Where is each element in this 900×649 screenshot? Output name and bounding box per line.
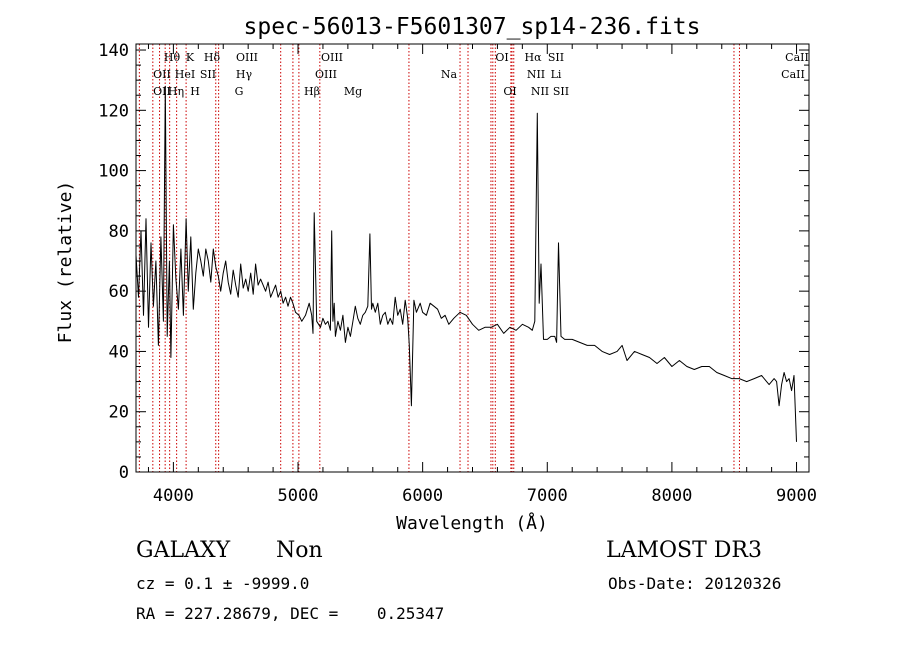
y-tick-label: 80 [109,222,129,242]
x-tick-label: 9000 [776,486,817,506]
line-markers [138,44,740,472]
line-id-label: Li [551,68,562,81]
x-tick-label: 6000 [402,486,443,506]
line-id-label: OII [153,68,171,81]
y-axis-label: Flux (relative) [55,181,76,344]
line-id-label: OIII [236,51,258,64]
x-tick-label: 5000 [278,486,319,506]
line-id-label: Hβ [304,85,320,98]
redshift-line: cz = 0.1 ± -9999.0 [136,574,310,593]
line-id-label: SII [553,85,569,98]
line-id-label: K [186,51,195,64]
line-id-label: OI [495,51,508,64]
x-axis-ticks: 4000 5000 6000 7000 8000 9000 [147,44,817,506]
line-id-label: H [190,85,200,98]
y-tick-label: 20 [109,403,129,423]
survey-name: LAMOST DR3 [606,538,762,563]
line-id-label: OIII [321,51,343,64]
x-tick-label: 7000 [527,486,568,506]
line-id-label: Mg [344,85,362,98]
y-tick-label: 60 [109,282,129,302]
line-id-label: Hθ [164,51,181,64]
spectrum-series [135,85,797,442]
line-id-labels: Hθ K Hδ OIII OIII OI Hα SII CaII OII HeI SII Hγ OIII N… [153,51,809,98]
y-tick-label: 140 [98,41,129,61]
x-axis-label: Wavelength (Å) [396,512,548,534]
y-tick-label: 0 [119,463,129,483]
line-id-label: Hγ [236,68,253,81]
line-id-label: CaII [785,51,809,64]
y-axis-ticks: 0 20 40 60 80 100 120 140 [98,41,809,483]
line-id-label: CaII [781,68,805,81]
x-tick-label: 4000 [153,486,194,506]
line-id-label: OI [503,85,516,98]
spectrum-line [135,85,797,442]
line-id-label: SII [548,51,564,64]
y-tick-label: 40 [109,342,129,362]
line-id-label: NII [531,85,549,98]
object-class: GALAXY [136,538,231,563]
line-id-label: Na [441,68,458,81]
coords-line: RA = 227.28679, DEC = 0.25347 [136,604,445,623]
obs-date: Obs-Date: 20120326 [608,574,782,593]
line-id-label: NII [527,68,545,81]
line-id-label: SII [200,68,216,81]
plot-frame [135,43,810,473]
chart-title: spec-56013-F5601307_sp14-236.fits [244,14,701,40]
line-id-label: OIII [315,68,337,81]
line-id-label: OII [153,85,171,98]
y-tick-label: 120 [98,101,129,121]
line-id-label: HeI [175,68,195,81]
y-tick-label: 100 [98,162,129,182]
line-id-label: Hη [168,85,184,98]
line-id-label: Hδ [204,51,221,64]
object-subclass: Non [276,538,323,563]
x-tick-label: 8000 [651,486,692,506]
line-id-label: Hα [524,51,542,64]
line-id-label: G [235,85,244,98]
